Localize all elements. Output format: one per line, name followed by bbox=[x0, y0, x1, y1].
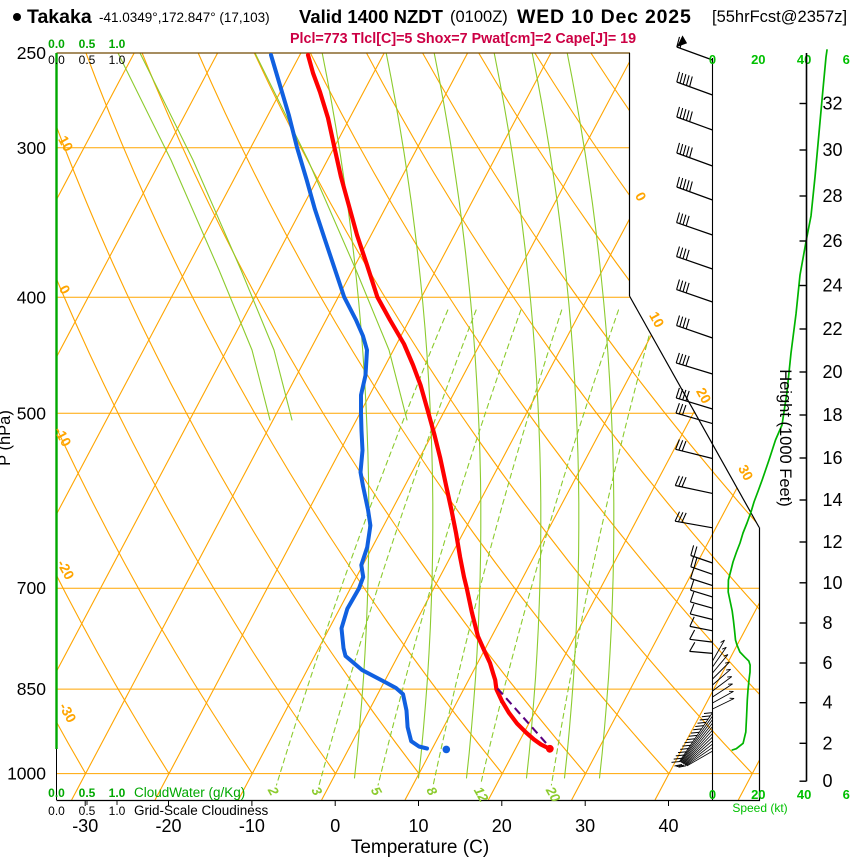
svg-text:0: 0 bbox=[823, 771, 833, 791]
svg-text:12: 12 bbox=[471, 784, 492, 805]
svg-text:18: 18 bbox=[823, 405, 843, 425]
svg-text:Height (1000 Feet): Height (1000 Feet) bbox=[776, 369, 794, 507]
svg-text:30: 30 bbox=[823, 140, 843, 160]
svg-text:850: 850 bbox=[17, 679, 46, 699]
svg-text:24: 24 bbox=[823, 276, 843, 296]
svg-text:30: 30 bbox=[735, 462, 757, 484]
svg-text:0.0: 0.0 bbox=[48, 786, 65, 800]
svg-text:0.5: 0.5 bbox=[79, 53, 96, 67]
svg-text:20: 20 bbox=[492, 816, 512, 836]
svg-text:6: 6 bbox=[823, 653, 833, 673]
svg-text:40: 40 bbox=[797, 787, 811, 802]
svg-text:20: 20 bbox=[751, 52, 765, 67]
svg-text:10: 10 bbox=[646, 309, 668, 331]
svg-text:16: 16 bbox=[823, 448, 843, 468]
svg-text:Takaka: Takaka bbox=[27, 6, 92, 28]
svg-text:700: 700 bbox=[17, 578, 46, 598]
svg-text:-41.0349°,172.847° (17,103): -41.0349°,172.847° (17,103) bbox=[99, 10, 270, 25]
svg-text:0: 0 bbox=[330, 816, 340, 836]
svg-text:60: 60 bbox=[843, 52, 850, 67]
svg-text:1.0: 1.0 bbox=[109, 786, 126, 800]
svg-text:10: 10 bbox=[55, 133, 77, 155]
svg-text:0.0: 0.0 bbox=[48, 37, 65, 51]
svg-text:20: 20 bbox=[542, 783, 563, 805]
svg-text:Grid-Scale Cloudiness: Grid-Scale Cloudiness bbox=[134, 803, 269, 818]
svg-text:28: 28 bbox=[823, 186, 843, 206]
svg-text:0: 0 bbox=[709, 787, 716, 802]
svg-text:0: 0 bbox=[709, 52, 716, 67]
svg-text:0.0: 0.0 bbox=[48, 804, 65, 818]
svg-text:300: 300 bbox=[17, 138, 46, 158]
svg-text:(0100Z): (0100Z) bbox=[450, 8, 508, 26]
svg-text:8: 8 bbox=[823, 613, 833, 633]
svg-text:-30: -30 bbox=[72, 816, 98, 836]
svg-text:CloudWater (g/Kg): CloudWater (g/Kg) bbox=[134, 785, 245, 800]
svg-text:2: 2 bbox=[823, 733, 833, 753]
svg-text:WED 10 Dec 2025: WED 10 Dec 2025 bbox=[517, 6, 692, 28]
svg-text:10: 10 bbox=[823, 573, 843, 593]
svg-text:60: 60 bbox=[843, 787, 850, 802]
svg-text:250: 250 bbox=[17, 43, 46, 63]
svg-text:[55hrFcst@2357z]: [55hrFcst@2357z] bbox=[712, 8, 847, 26]
svg-text:Plcl=773 Tlcl[C]=5 Shox=7 Pwat: Plcl=773 Tlcl[C]=5 Shox=7 Pwat[cm]=2 Cap… bbox=[290, 31, 636, 47]
svg-text:1.0: 1.0 bbox=[109, 53, 126, 67]
svg-text:Temperature (C): Temperature (C) bbox=[351, 837, 489, 858]
svg-text:10: 10 bbox=[408, 816, 428, 836]
svg-text:0.5: 0.5 bbox=[79, 37, 96, 51]
svg-text:4: 4 bbox=[823, 693, 833, 713]
svg-text:32: 32 bbox=[823, 94, 843, 114]
svg-text:P (hPa): P (hPa) bbox=[0, 410, 14, 466]
svg-text:-10: -10 bbox=[239, 816, 265, 836]
svg-text:500: 500 bbox=[17, 403, 46, 423]
svg-text:26: 26 bbox=[823, 231, 843, 251]
svg-text:20: 20 bbox=[693, 385, 715, 407]
svg-text:0.5: 0.5 bbox=[79, 786, 96, 800]
svg-text:30: 30 bbox=[575, 816, 595, 836]
svg-text:0.0: 0.0 bbox=[48, 53, 65, 67]
svg-text:1000: 1000 bbox=[7, 764, 46, 784]
svg-text:40: 40 bbox=[658, 816, 678, 836]
svg-text:Valid 1400 NZDT: Valid 1400 NZDT bbox=[299, 6, 444, 27]
svg-text:-20: -20 bbox=[155, 816, 181, 836]
svg-text:1.0: 1.0 bbox=[109, 37, 126, 51]
svg-text:1.0: 1.0 bbox=[109, 804, 126, 818]
svg-text:0.5: 0.5 bbox=[79, 804, 96, 818]
svg-text:20: 20 bbox=[751, 787, 765, 802]
svg-text:Speed (kt): Speed (kt) bbox=[732, 801, 787, 815]
svg-text:400: 400 bbox=[17, 287, 46, 307]
svg-text:40: 40 bbox=[797, 52, 811, 67]
svg-text:14: 14 bbox=[823, 490, 843, 510]
svg-text:22: 22 bbox=[823, 319, 843, 339]
svg-text:20: 20 bbox=[823, 362, 843, 382]
svg-text:12: 12 bbox=[823, 532, 843, 552]
